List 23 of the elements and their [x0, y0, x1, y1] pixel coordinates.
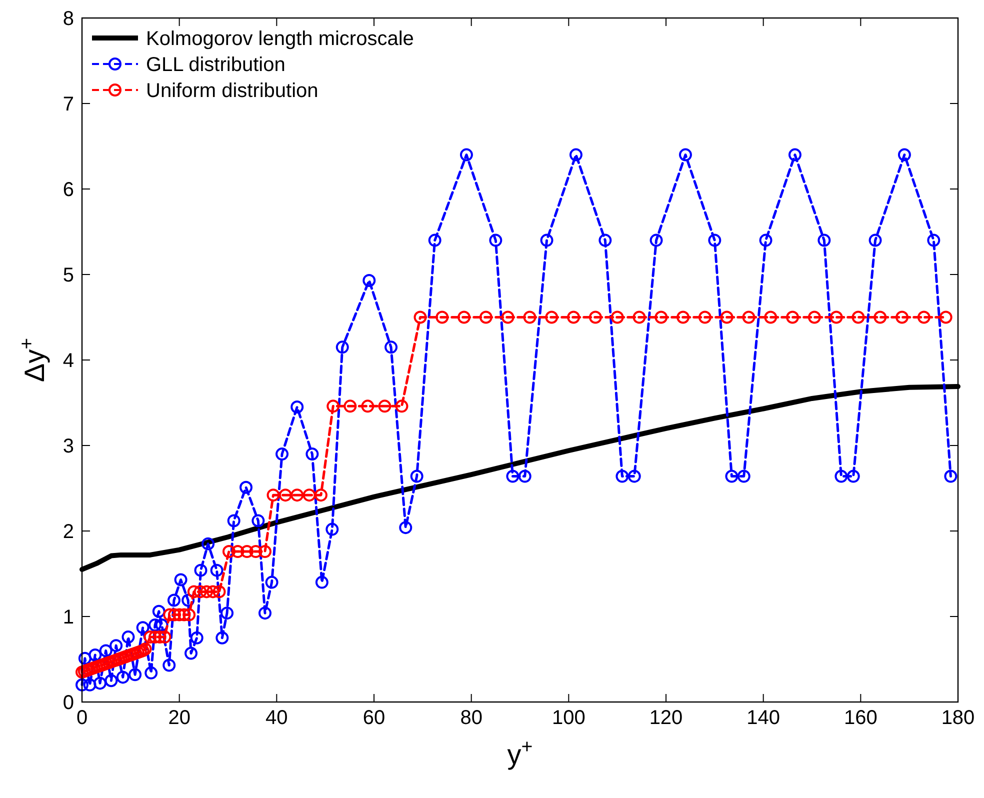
legend-label: GLL distribution [146, 54, 286, 76]
x-tick-label: 160 [844, 707, 878, 729]
x-tick-label: 60 [362, 707, 386, 729]
x-tick-label: 20 [168, 707, 190, 729]
x-tick-label: 120 [649, 707, 683, 729]
x-tick-label: 80 [460, 707, 482, 729]
y-tick-label: 4 [62, 350, 74, 372]
x-tick-label: 180 [941, 707, 975, 729]
x-tick-label: 40 [266, 707, 288, 729]
x-tick-label: 100 [552, 707, 586, 729]
y-tick-label: 2 [62, 521, 74, 543]
y-tick-label: 1 [62, 606, 74, 628]
y-tick-label: 3 [62, 436, 74, 458]
y-tick-label: 8 [62, 8, 74, 30]
y-tick-label: 5 [62, 264, 74, 286]
legend-label: Uniform distribution [146, 80, 318, 102]
y-tick-label: 0 [62, 692, 74, 714]
y-tick-label: 6 [62, 179, 74, 201]
y-tick-label: 7 [62, 94, 74, 116]
legend-label: Kolmogorov length microscale [146, 28, 414, 50]
x-tick-label: 0 [76, 707, 88, 729]
x-axis-title: y$^{+}$ [507, 736, 533, 770]
x-tick-label: 140 [746, 707, 780, 729]
